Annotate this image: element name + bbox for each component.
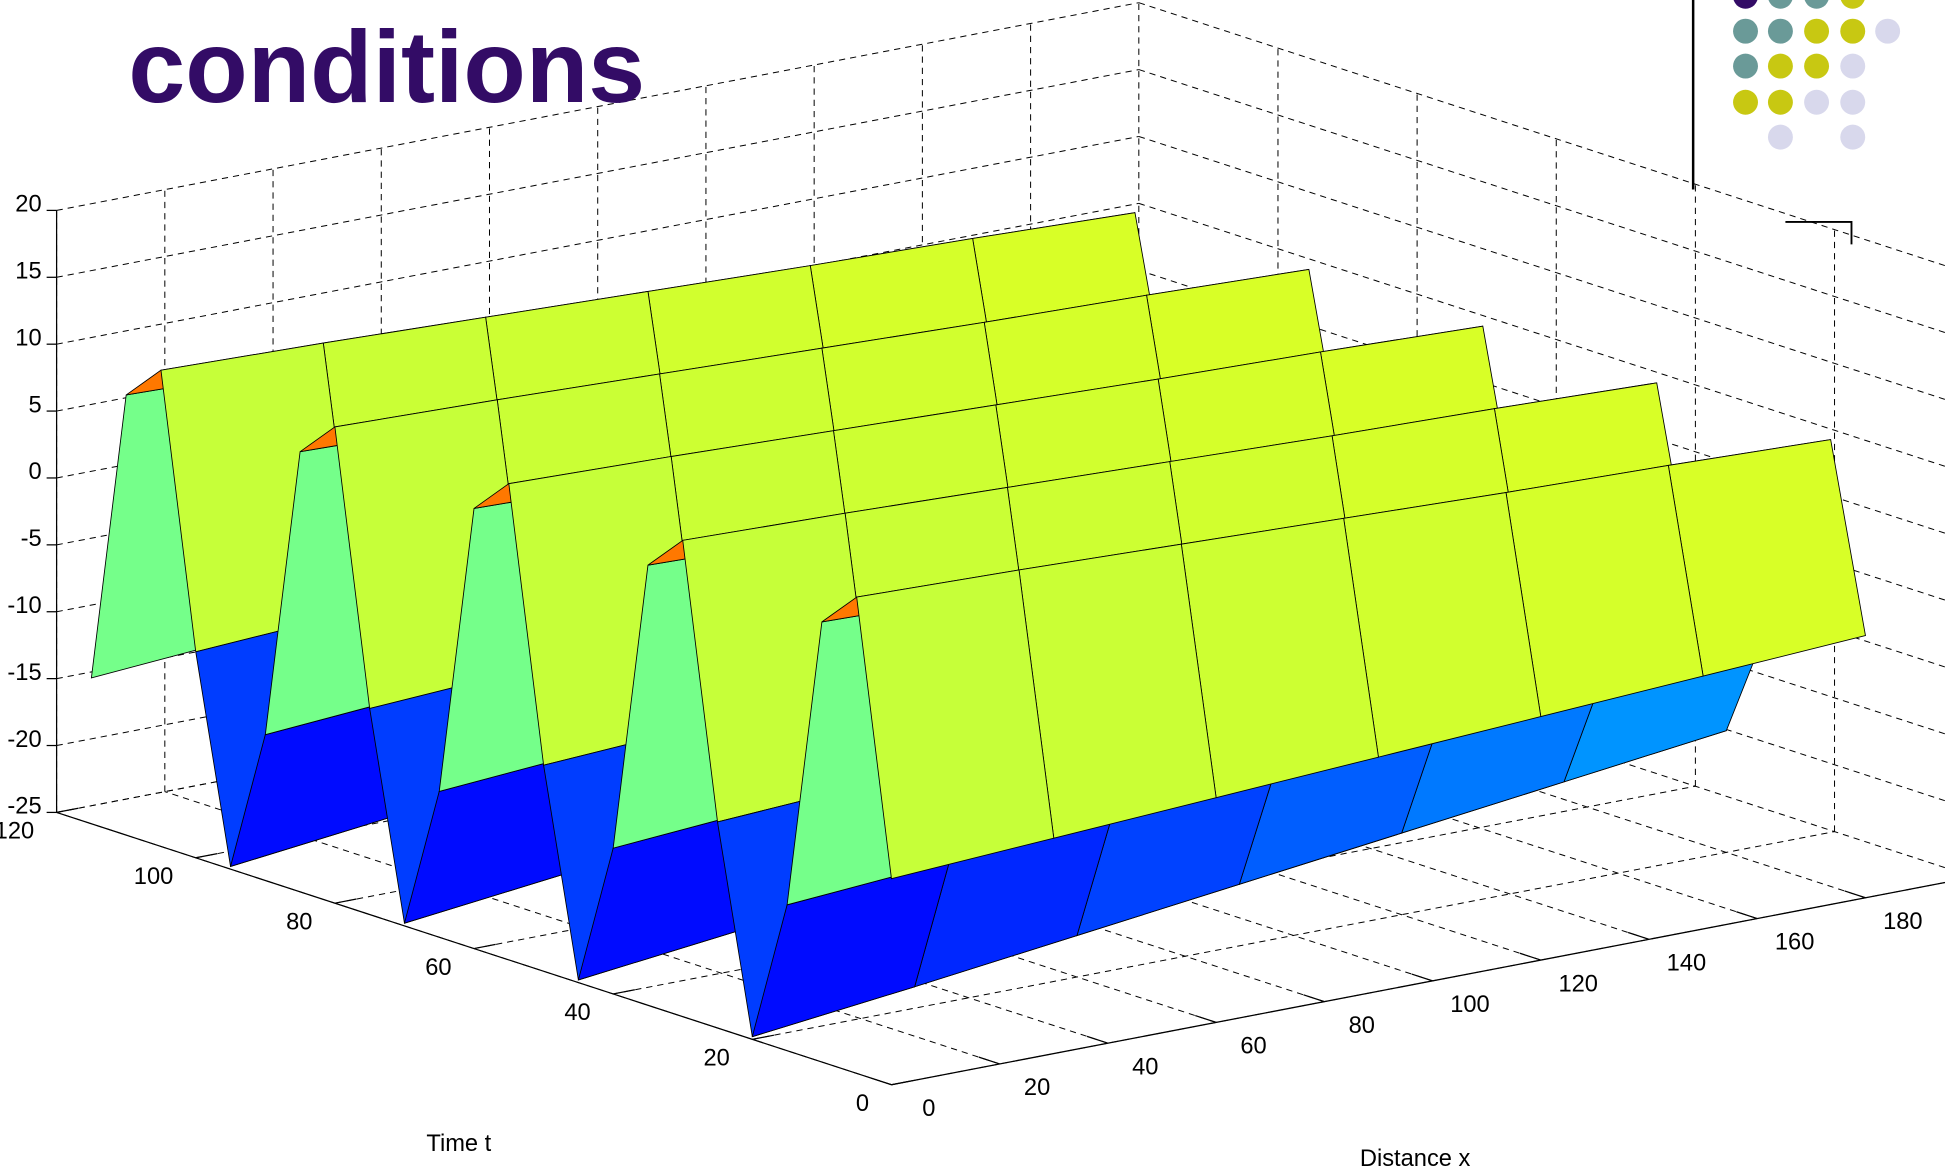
y-tick-label: 100 <box>134 864 174 890</box>
surface <box>91 213 1865 1037</box>
z-tick-label: 0 <box>28 459 41 485</box>
z-tick-label: -25 <box>7 794 41 820</box>
x-tick-label: 140 <box>1667 951 1707 977</box>
decoration <box>1693 0 1900 244</box>
tick-mark <box>474 944 496 948</box>
dot <box>1840 19 1865 44</box>
dot <box>1840 90 1865 115</box>
dot <box>1840 125 1865 150</box>
z-tick-label: 15 <box>15 259 41 285</box>
tick-mark <box>979 1057 1000 1064</box>
dot <box>1733 19 1758 44</box>
dot <box>1768 0 1793 9</box>
tick-mark <box>57 808 79 812</box>
surface-patch <box>1019 544 1216 838</box>
tick-mark <box>1736 912 1757 919</box>
tick-mark <box>335 899 357 903</box>
z-tick-label: -15 <box>7 660 41 686</box>
y-tick-label: 120 <box>0 819 34 845</box>
slide: conditions Time t Distance x 0 20 40 60 80 10… <box>0 0 1945 1170</box>
x-tick-label: 60 <box>1240 1034 1266 1060</box>
tick-mark <box>871 1078 892 1085</box>
surface-patch <box>857 570 1054 879</box>
y-tick-label: 60 <box>425 955 451 981</box>
dot <box>1804 19 1829 44</box>
z-tick-label: -10 <box>7 593 41 619</box>
dot <box>1768 90 1793 115</box>
surface-patch <box>1181 518 1378 797</box>
dot <box>1875 19 1900 44</box>
x-axis-label: Distance x <box>1360 1146 1471 1170</box>
dot <box>1804 0 1829 9</box>
dot <box>1804 54 1829 79</box>
tick-mark <box>1303 995 1324 1002</box>
tick-mark <box>1628 933 1649 940</box>
divider <box>1785 222 1851 244</box>
slide-title: conditions <box>128 9 645 124</box>
y-tick-label: 20 <box>704 1046 730 1072</box>
surface-patch <box>1506 465 1703 716</box>
dot <box>1733 90 1758 115</box>
dot <box>1840 54 1865 79</box>
tick-mark <box>613 990 635 994</box>
tick-mark <box>1412 974 1433 981</box>
tick-mark <box>1845 891 1866 898</box>
z-tick-label: -20 <box>7 727 41 753</box>
tick-mark <box>1195 1016 1216 1023</box>
tick-mark <box>1087 1036 1108 1043</box>
y-axis-label: Time t <box>426 1131 491 1157</box>
dot <box>1733 0 1758 9</box>
y-tick-label: 0 <box>856 1091 869 1117</box>
x-tick-label: 100 <box>1450 992 1490 1018</box>
z-tick-label: -5 <box>21 526 42 552</box>
x-tick-label: 120 <box>1558 971 1598 997</box>
y-tick-label: 80 <box>286 909 312 935</box>
surface-patch <box>1344 493 1541 758</box>
x-tick-label: 160 <box>1775 930 1815 956</box>
x-tick-label: 180 <box>1883 909 1923 935</box>
grid-line <box>1139 3 1945 275</box>
x-tick-label: 80 <box>1349 1013 1375 1039</box>
y-tick-label: 40 <box>564 1000 590 1026</box>
x-tick-label: 20 <box>1024 1075 1050 1101</box>
z-tick-label: 5 <box>28 392 41 418</box>
dot <box>1804 90 1829 115</box>
tick-mark <box>891 1081 913 1085</box>
surface-patch <box>1668 440 1865 676</box>
z-tick-label: 10 <box>15 325 41 351</box>
z-tick-label: 20 <box>15 192 41 218</box>
dot <box>1768 54 1793 79</box>
dot <box>1733 54 1758 79</box>
tick-mark <box>196 854 218 858</box>
tick-mark <box>1520 953 1541 960</box>
dot <box>1768 19 1793 44</box>
dot <box>1768 125 1793 150</box>
dot <box>1840 0 1865 9</box>
x-tick-label: 40 <box>1132 1054 1158 1080</box>
x-tick-label: 0 <box>922 1096 935 1122</box>
